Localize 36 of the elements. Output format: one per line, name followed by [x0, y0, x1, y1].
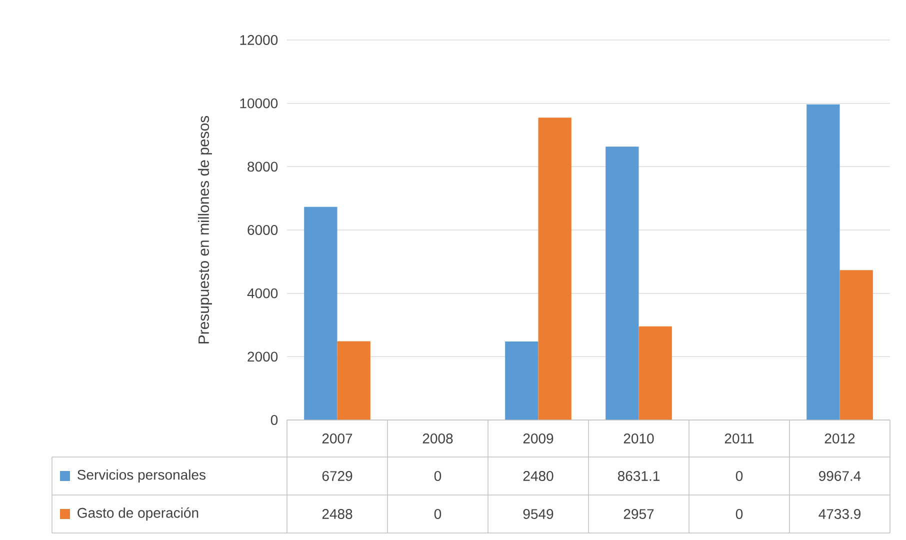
x-tick-label: 2011 — [724, 434, 754, 444]
x-tick-label: 2007 — [322, 434, 352, 444]
bar — [840, 270, 873, 420]
bar — [538, 118, 572, 420]
data-label: 9967.4 — [819, 471, 861, 481]
x-tick-label: 2010 — [624, 434, 654, 444]
data-label: 9549 — [523, 509, 554, 519]
legend-label: Gasto de operación — [78, 507, 198, 521]
y-tick-label: 2000 — [248, 352, 278, 362]
data-label: 2957 — [624, 509, 654, 519]
bar — [606, 146, 639, 420]
bar — [638, 326, 672, 420]
x-tick-label: 2008 — [422, 434, 453, 444]
x-tick-label: 2009 — [523, 434, 554, 444]
bar — [806, 104, 840, 420]
x-tick-label: 2012 — [824, 434, 855, 444]
legend-label: Servicios personales — [78, 469, 206, 483]
data-label: 0 — [736, 471, 743, 481]
data-label: 2480 — [523, 471, 554, 481]
bar — [337, 341, 370, 420]
bar — [505, 341, 538, 420]
y-axis-title: Presupuesto en millones de pesos — [198, 116, 212, 344]
data-label: 4733.9 — [818, 509, 861, 519]
data-label: 0 — [434, 509, 442, 519]
data-label: 6729 — [322, 471, 352, 481]
y-tick-label: 12000 — [240, 35, 278, 45]
data-label: 0 — [434, 471, 442, 481]
y-tick-label: 4000 — [247, 288, 278, 298]
y-tick-label: 6000 — [248, 225, 278, 235]
bar — [304, 206, 338, 420]
data-label: 8631.1 — [618, 471, 660, 481]
y-tick-label: 10000 — [240, 98, 278, 108]
y-tick-label: 0 — [270, 415, 278, 425]
y-tick-label: 8000 — [248, 162, 278, 172]
data-label: 0 — [736, 509, 743, 519]
data-label: 2488 — [322, 509, 352, 519]
